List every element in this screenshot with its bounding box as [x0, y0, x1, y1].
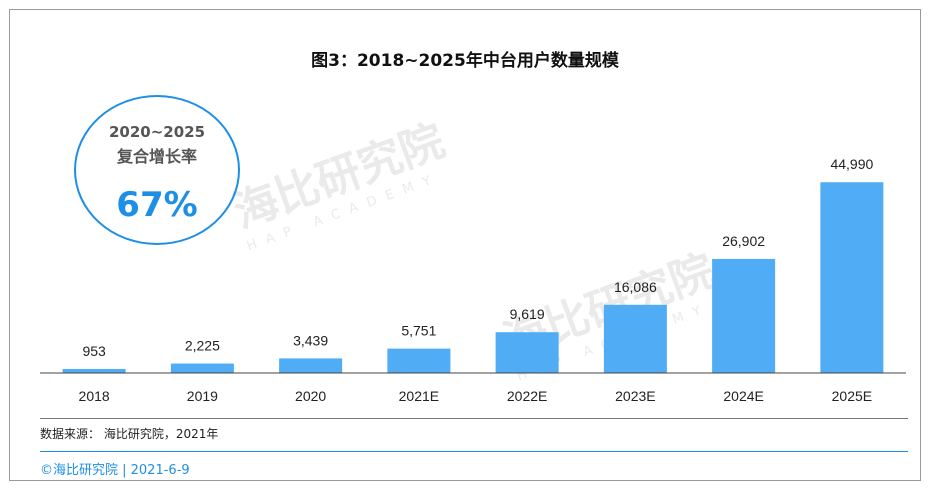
- x-tick-2021E: 2021E: [399, 388, 439, 404]
- data-label-2023E: 16,086: [614, 279, 657, 295]
- data-label-2018: 953: [82, 343, 106, 359]
- cagr-label: 复合增长率: [116, 147, 197, 166]
- cagr-value: 67%: [116, 185, 198, 225]
- bar-2018: [62, 368, 126, 373]
- bar-2023E: [603, 304, 667, 373]
- data-label-2024E: 26,902: [722, 233, 765, 249]
- x-tick-2019: 2019: [187, 388, 218, 404]
- x-tick-2024E: 2024E: [723, 388, 763, 404]
- bar-2024E: [712, 258, 776, 373]
- source-divider: [40, 418, 908, 419]
- cagr-badge: 2020~2025 复合增长率 67%: [74, 95, 240, 245]
- data-label-2020: 3,439: [293, 332, 328, 348]
- bar-2021E: [387, 348, 451, 373]
- cagr-range: 2020~2025: [108, 123, 206, 141]
- x-tick-2020: 2020: [295, 388, 326, 404]
- source-note: 数据来源： 海比研究院，2021年: [40, 427, 219, 441]
- footer-divider: [40, 451, 908, 452]
- bar-2022E: [495, 332, 559, 373]
- footer-copyright: ©海比研究院 | 2021-6-9: [40, 463, 190, 478]
- x-tick-2023E: 2023E: [615, 388, 655, 404]
- data-label-2021E: 5,751: [401, 323, 436, 339]
- bar-2019: [170, 363, 234, 373]
- data-label-2025E: 44,990: [830, 156, 873, 172]
- x-tick-2022E: 2022E: [507, 388, 547, 404]
- data-label-2019: 2,225: [185, 338, 220, 354]
- x-tick-2018: 2018: [79, 388, 110, 404]
- x-tick-2025E: 2025E: [832, 388, 872, 404]
- bar-2025E: [820, 182, 884, 373]
- chart-title: 图3：2018~2025年中台用户数量规模: [311, 51, 619, 71]
- bar-2020: [279, 358, 343, 373]
- data-label-2022E: 9,619: [510, 306, 545, 322]
- chart-frame: [9, 9, 921, 481]
